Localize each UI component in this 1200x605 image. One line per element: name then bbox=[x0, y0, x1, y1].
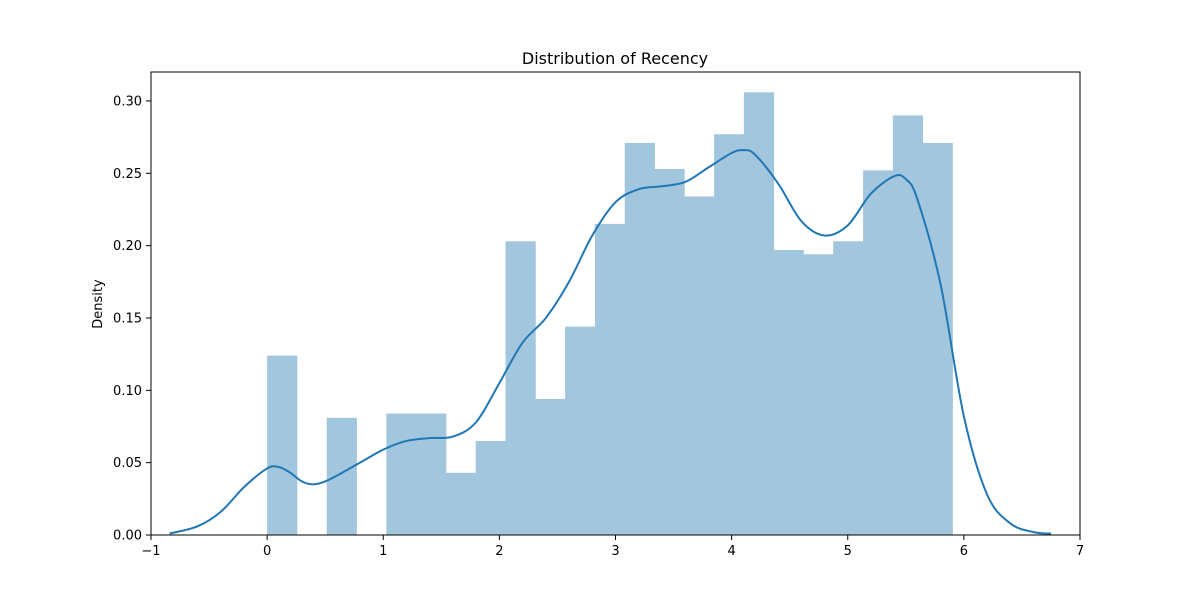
histogram-bar bbox=[684, 196, 715, 535]
y-tick-label: 0.10 bbox=[113, 384, 142, 399]
histogram-bar bbox=[922, 142, 953, 535]
histogram-bar bbox=[743, 92, 775, 535]
x-tick-label: 7 bbox=[1076, 544, 1084, 559]
kde-line bbox=[169, 149, 1052, 535]
y-tick-label: 0.15 bbox=[113, 311, 142, 326]
chart-title: Distribution of Recency bbox=[522, 49, 708, 68]
x-tick-label: 3 bbox=[611, 544, 619, 559]
histogram-bar bbox=[267, 355, 298, 535]
x-tick-label: 4 bbox=[727, 544, 735, 559]
histogram-bar bbox=[594, 223, 626, 535]
x-tick-label: −1 bbox=[141, 544, 160, 559]
x-tick-label: 2 bbox=[495, 544, 503, 559]
histogram-bar bbox=[863, 170, 894, 535]
histogram-bar bbox=[386, 413, 417, 535]
y-tick-label: 0.00 bbox=[113, 529, 142, 544]
x-tick-label: 5 bbox=[844, 544, 852, 559]
x-tick-label: 6 bbox=[960, 544, 968, 559]
y-tick-label: 0.20 bbox=[113, 239, 142, 254]
x-tick-label: 1 bbox=[379, 544, 387, 559]
histogram-bar bbox=[714, 134, 745, 535]
x-tick-label: 0 bbox=[263, 544, 271, 559]
y-tick-label: 0.05 bbox=[113, 456, 142, 471]
y-axis-label: Density bbox=[91, 279, 106, 329]
histogram-bar bbox=[803, 254, 834, 535]
histogram-bar bbox=[416, 413, 447, 535]
y-tick-label: 0.30 bbox=[113, 94, 142, 109]
histogram-bar bbox=[624, 142, 655, 535]
x-axis-ticks: −1 0 1 2 3 4 5 6 7 bbox=[141, 535, 1084, 559]
histogram-bar bbox=[773, 249, 804, 535]
y-tick-label: 0.25 bbox=[113, 167, 142, 182]
histogram-bar bbox=[326, 417, 357, 535]
y-axis-ticks: 0.00 0.05 0.10 0.15 0.20 0.25 0.30 bbox=[113, 94, 151, 544]
histogram-bars bbox=[267, 92, 953, 536]
histogram-bar bbox=[445, 472, 477, 535]
histogram-bar bbox=[833, 241, 864, 536]
histogram-bar bbox=[535, 398, 566, 535]
histogram-bar bbox=[654, 168, 685, 536]
histogram-bar bbox=[565, 326, 596, 535]
histogram-bar bbox=[475, 440, 506, 535]
histogram-bar bbox=[892, 115, 924, 535]
histogram-bar bbox=[505, 241, 536, 536]
